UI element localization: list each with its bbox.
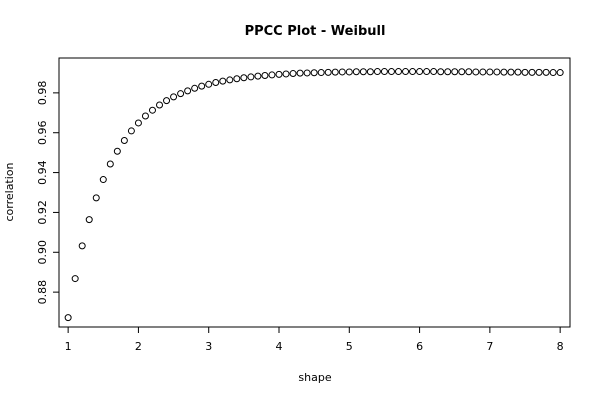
data-point (528, 68, 536, 76)
data-point (402, 68, 410, 76)
data-point (261, 72, 269, 80)
data-point (338, 68, 346, 76)
data-point (177, 90, 185, 98)
data-point (444, 68, 452, 76)
data-point (226, 76, 234, 84)
data-point (120, 136, 128, 144)
y-tick-label: 0.92 (36, 200, 49, 225)
data-point (268, 71, 276, 79)
x-tick-label: 3 (205, 340, 212, 353)
chart-title: PPCC Plot - Weibull (245, 24, 386, 39)
y-axis-label: correlation (3, 162, 16, 221)
data-point (556, 69, 564, 77)
data-point (191, 84, 199, 92)
data-point (64, 314, 72, 322)
x-tick-label: 6 (416, 340, 423, 353)
y-tick-label: 0.88 (36, 280, 49, 305)
x-tick-label: 7 (486, 340, 493, 353)
data-point (416, 68, 424, 76)
data-point (170, 93, 178, 101)
data-point (219, 77, 227, 85)
data-point (92, 194, 100, 202)
data-point (409, 68, 417, 76)
data-point (486, 68, 494, 76)
data-point (507, 68, 515, 76)
y-tick-label: 0.98 (36, 81, 49, 106)
x-tick-label: 2 (135, 340, 142, 353)
data-point (549, 69, 557, 77)
data-point (275, 70, 283, 78)
data-point (303, 69, 311, 77)
data-point (535, 68, 543, 76)
data-point (163, 97, 171, 105)
data-point (156, 101, 164, 109)
data-point (359, 68, 367, 76)
data-point (71, 275, 79, 283)
data-point (423, 68, 431, 76)
data-point (394, 68, 402, 76)
x-tick-label: 1 (65, 340, 72, 353)
data-point (479, 68, 487, 76)
data-point (366, 68, 374, 76)
x-tick-label: 5 (346, 340, 353, 353)
data-point (430, 68, 438, 76)
data-point (521, 68, 529, 76)
data-point (198, 82, 206, 90)
data-point (141, 112, 149, 120)
data-point (113, 147, 121, 155)
data-point (500, 68, 508, 76)
data-points (64, 68, 564, 322)
data-point (472, 68, 480, 76)
data-point (465, 68, 473, 76)
data-point (345, 68, 353, 76)
y-tick-label: 0.96 (36, 120, 49, 145)
data-point (542, 68, 550, 76)
x-tick-label: 8 (557, 340, 564, 353)
data-point (493, 68, 501, 76)
data-point (458, 68, 466, 76)
data-point (78, 242, 86, 250)
data-point (134, 119, 142, 127)
data-point (437, 68, 445, 76)
data-point (282, 70, 290, 78)
data-point (514, 68, 522, 76)
data-point (331, 68, 339, 76)
data-point (240, 74, 248, 82)
data-point (352, 68, 360, 76)
data-point (205, 80, 213, 88)
plot-frame (58, 57, 571, 328)
y-tick-label: 0.90 (36, 240, 49, 265)
x-axis-label: shape (298, 371, 331, 384)
data-point (127, 127, 135, 135)
x-axis: 1 2 3 4 5 6 7 8 (65, 326, 564, 353)
data-point (148, 106, 156, 114)
y-tick-label: 0.94 (36, 160, 49, 185)
data-point (296, 69, 304, 77)
data-point (289, 70, 297, 78)
data-point (233, 75, 241, 83)
data-point (380, 68, 388, 76)
data-point (317, 69, 325, 77)
data-point (99, 176, 107, 184)
data-point (324, 68, 332, 76)
y-axis: 0.88 0.90 0.92 0.94 0.96 0.98 (36, 81, 60, 305)
data-point (85, 216, 93, 224)
x-tick-label: 4 (276, 340, 283, 353)
data-point (310, 69, 318, 77)
data-point (254, 72, 262, 80)
data-point (373, 68, 381, 76)
data-point (451, 68, 459, 76)
data-point (106, 160, 114, 168)
data-point (184, 87, 192, 95)
data-point (247, 73, 255, 81)
data-point (212, 79, 220, 87)
data-point (387, 68, 395, 76)
